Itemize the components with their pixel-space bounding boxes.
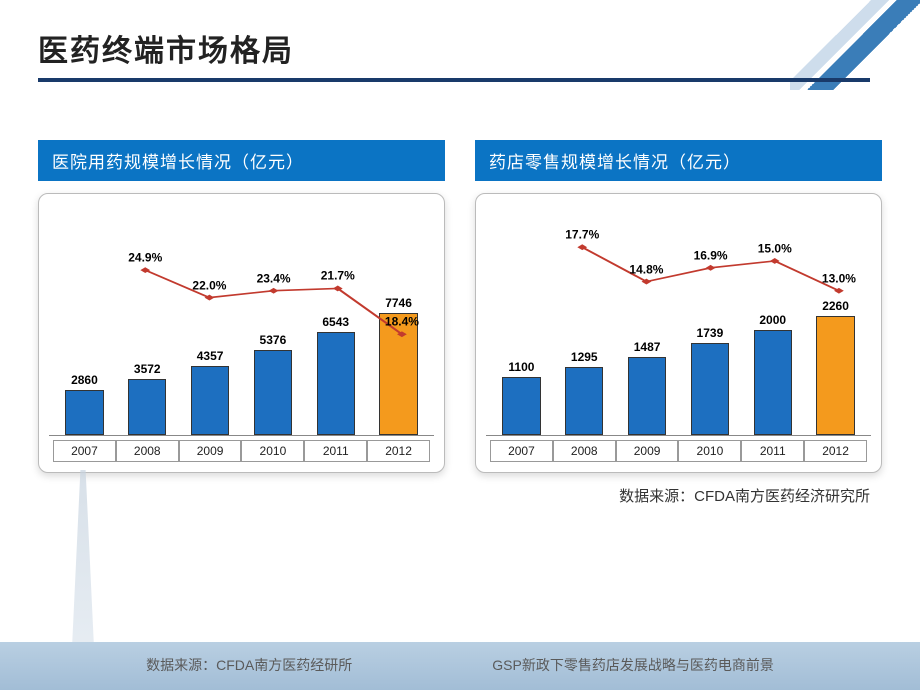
bar-slot: 2000 — [741, 206, 804, 435]
x-axis-label: 2010 — [241, 440, 304, 462]
growth-rate-label: 13.0% — [822, 271, 856, 285]
bar-value-label: 1739 — [697, 326, 724, 340]
chart-left-xaxis: 200720082009201020112012 — [49, 436, 434, 462]
x-axis-label: 2009 — [616, 440, 679, 462]
bar-slot: 1100 — [490, 206, 553, 435]
x-axis-label: 2012 — [367, 440, 430, 462]
chart-left: 医院用药规模增长情况（亿元） 2860357243575376654377462… — [38, 140, 445, 473]
chart-right-box: 1100 1295 1487 1739 2000 2260 17.7% 14.8% 16.9% 1… — [475, 193, 882, 473]
page-title: 医药终端市场格局 — [38, 26, 870, 70]
x-axis-label: 2011 — [741, 440, 804, 462]
x-axis-label: 2008 — [553, 440, 616, 462]
data-source-line: 数据来源：CFDA南方医药经济研究所 — [619, 485, 870, 506]
x-axis-label: 2011 — [304, 440, 367, 462]
bar-value-label: 1487 — [634, 340, 661, 354]
x-axis-label: 2010 — [678, 440, 741, 462]
growth-rate-label: 15.0% — [758, 241, 792, 255]
bar — [254, 350, 292, 435]
bar — [317, 332, 355, 435]
bar — [754, 330, 792, 435]
growth-rate-label: 14.8% — [629, 262, 663, 276]
x-axis-label: 2012 — [804, 440, 867, 462]
bar-slot: 2260 — [804, 206, 867, 435]
bar-value-label: 6543 — [322, 315, 349, 329]
bar — [628, 357, 666, 435]
x-axis-label: 2009 — [179, 440, 242, 462]
chart-right: 药店零售规模增长情况（亿元） 1100129514871739200022601… — [475, 140, 882, 473]
bar-slot: 1739 — [678, 206, 741, 435]
bar-slot: 2860 — [53, 206, 116, 435]
bar-value-label: 7746 — [385, 296, 412, 310]
chart-left-box: 2860 3572 4357 5376 6543 7746 24.9% 22.0% 23.4% 2… — [38, 193, 445, 473]
bar-slot: 1487 — [616, 206, 679, 435]
x-axis-label: 2008 — [116, 440, 179, 462]
title-bar: 医药终端市场格局 — [38, 26, 870, 82]
growth-rate-label: 23.4% — [257, 271, 291, 285]
footer-right-text: GSP新政下零售药店发展战略与医药电商前景 — [492, 657, 774, 675]
bar-value-label: 5376 — [260, 333, 287, 347]
charts-row: 医院用药规模增长情况（亿元） 2860357243575376654377462… — [38, 140, 882, 473]
bar-value-label: 1100 — [508, 360, 534, 374]
growth-rate-label: 24.9% — [128, 251, 162, 265]
growth-rate-label: 17.7% — [565, 228, 599, 242]
bar-slot: 3572 — [116, 206, 179, 435]
bar — [816, 316, 854, 435]
chart-right-plot: 1100 1295 1487 1739 2000 2260 17.7% 14.8% 16.9% 1… — [486, 206, 871, 436]
chart-right-xaxis: 200720082009201020112012 — [486, 436, 871, 462]
bar — [191, 366, 229, 435]
x-axis-label: 2007 — [53, 440, 116, 462]
bar-value-label: 4357 — [197, 349, 224, 363]
bar-value-label: 1295 — [571, 350, 598, 364]
bar — [502, 377, 540, 435]
bar — [128, 379, 166, 435]
bar-value-label: 2000 — [759, 313, 786, 327]
bar — [565, 367, 603, 435]
growth-rate-label: 22.0% — [192, 278, 226, 292]
footer-bar: 数据来源：CFDA南方医药经研所 GSP新政下零售药店发展战略与医药电商前景 — [0, 642, 920, 690]
bar-slot: 4357 — [179, 206, 242, 435]
footer-left-text: 数据来源：CFDA南方医药经研所 — [146, 657, 352, 675]
chart-left-plot: 2860 3572 4357 5376 6543 7746 24.9% 22.0% 23.4% 2… — [49, 206, 434, 436]
chart-left-header: 医院用药规模增长情况（亿元） — [38, 140, 445, 181]
bar — [379, 313, 417, 435]
growth-rate-label: 18.4% — [385, 315, 419, 329]
bar-value-label: 2260 — [822, 299, 849, 313]
bar — [65, 390, 103, 435]
bar-slot: 5376 — [241, 206, 304, 435]
bar-value-label: 3572 — [134, 362, 161, 376]
bar — [691, 343, 729, 435]
growth-rate-label: 16.9% — [694, 248, 728, 262]
chart-right-header: 药店零售规模增长情况（亿元） — [475, 140, 882, 181]
x-axis-label: 2007 — [490, 440, 553, 462]
growth-rate-label: 21.7% — [321, 269, 355, 283]
bar-value-label: 2860 — [71, 373, 98, 387]
bar-slot: 6543 — [304, 206, 367, 435]
